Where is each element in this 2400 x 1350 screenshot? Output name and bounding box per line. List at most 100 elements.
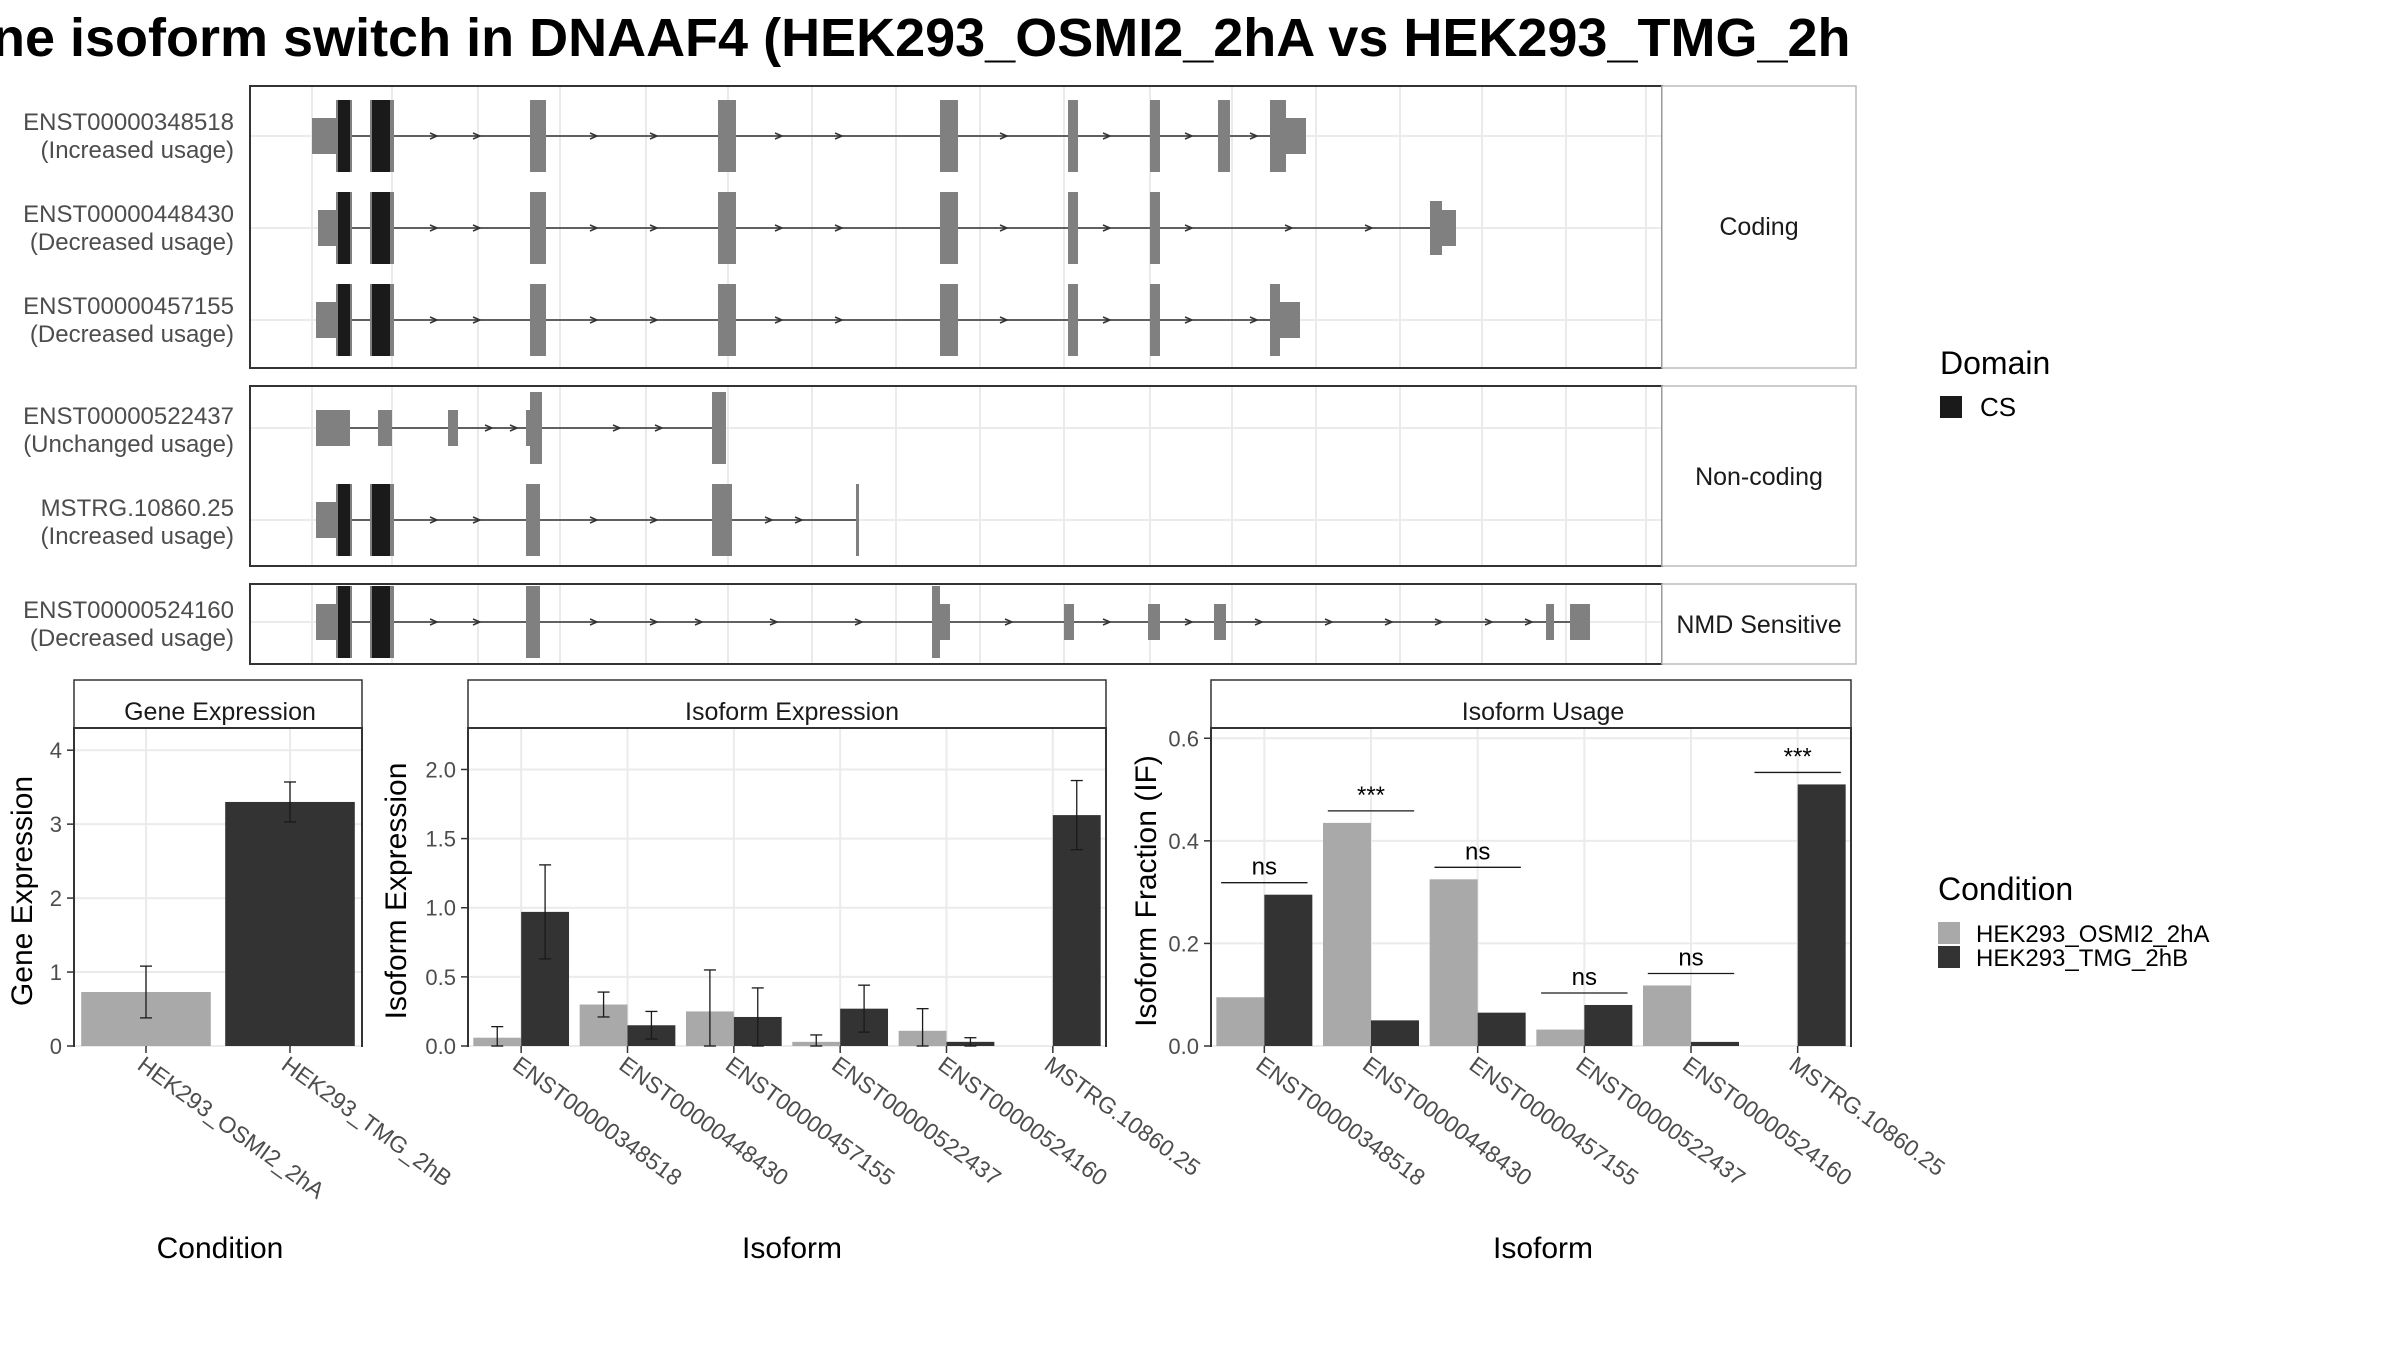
strand-arrow — [589, 316, 599, 324]
domain-block — [372, 586, 390, 658]
condition-legend-label: HEK293_OSMI2_2hA — [1976, 921, 2209, 948]
isoform-expression-chart: Isoform Expression Isoform Expression Is… — [380, 679, 1205, 1265]
strand-arrow — [774, 224, 784, 232]
transcript-usage-label: (Decreased usage) — [30, 229, 234, 256]
exon-block — [1150, 100, 1160, 172]
domain-legend-label: CS — [1980, 392, 2016, 422]
exon-block — [1068, 100, 1078, 172]
exon-block — [1280, 302, 1300, 338]
strand-arrow — [794, 516, 804, 524]
transcript-usage-label: (Increased usage) — [41, 523, 234, 550]
exon-block — [530, 392, 542, 464]
strand-arrow — [854, 618, 864, 626]
y-tick-label: 2.0 — [425, 757, 456, 782]
exon-block — [1570, 604, 1590, 640]
figure-title: ne isoform switch in DNAAF4 (HEK293_OSMI… — [0, 8, 1851, 68]
transcript-labels: ENST00000348518 (Increased usage) ENST00… — [23, 109, 234, 652]
nmd-strip — [1661, 583, 1857, 665]
y-tick-label: 2 — [50, 886, 62, 911]
condition-legend-label: HEK293_TMG_2hB — [1976, 945, 2188, 972]
strand-arrow — [1102, 316, 1112, 324]
exon-block — [530, 284, 546, 356]
strand-arrow — [999, 316, 1009, 324]
transcript-usage-label: (Decreased usage) — [30, 321, 234, 348]
exon-block — [718, 192, 736, 264]
exon-block — [718, 100, 736, 172]
domain-block — [338, 192, 350, 264]
y-tick-label: 0.0 — [425, 1034, 456, 1059]
exon-block — [1214, 604, 1226, 640]
strand-arrow — [649, 224, 659, 232]
strand-arrow — [1434, 618, 1444, 626]
strand-arrow — [1184, 316, 1194, 324]
strand-arrow — [1184, 618, 1194, 626]
strand-arrow — [472, 224, 482, 232]
nmd-strip-label: NMD Sensitive — [1676, 611, 1841, 639]
bar — [1371, 1020, 1419, 1046]
domain-block — [338, 586, 350, 658]
significance-label: ns — [1465, 838, 1490, 865]
exon-block — [940, 100, 958, 172]
exon-block — [938, 604, 950, 640]
y-tick-label: 0 — [50, 1034, 62, 1059]
exon-block — [526, 410, 532, 446]
strand-arrow — [429, 224, 439, 232]
bar — [1323, 822, 1371, 1046]
noncoding-strip — [1661, 385, 1857, 567]
transcript-usage-label: (Unchanged usage) — [23, 431, 234, 458]
strand-arrow — [1102, 132, 1112, 140]
chart-y-axis-label: Isoform Fraction (IF) — [1130, 755, 1163, 1027]
bar — [1536, 1029, 1585, 1046]
chart-strip-title: Gene Expression — [124, 698, 316, 726]
strand-arrow — [654, 424, 664, 432]
domain-block — [338, 284, 350, 356]
exon-block — [940, 192, 958, 264]
strand-arrow — [1524, 618, 1534, 626]
strand-arrow — [834, 132, 844, 140]
strand-arrow — [589, 516, 599, 524]
domain-block — [372, 100, 390, 172]
strand-arrow — [774, 316, 784, 324]
chart-y-axis-label: Gene Expression — [6, 776, 39, 1006]
bar — [1691, 1041, 1739, 1046]
strand-arrow — [764, 516, 774, 524]
y-tick-label: 1.5 — [425, 827, 456, 852]
strand-arrow — [472, 316, 482, 324]
exon-block — [1286, 118, 1306, 154]
chart-x-axis-label: Isoform — [1493, 1232, 1593, 1265]
exon-block — [530, 100, 546, 172]
strand-arrow — [999, 132, 1009, 140]
strand-arrow — [589, 618, 599, 626]
significance-label: ns — [1572, 964, 1597, 991]
strand-arrow — [1324, 618, 1334, 626]
strand-arrow — [472, 516, 482, 524]
strand-arrow — [1102, 618, 1112, 626]
strand-arrow — [1484, 618, 1494, 626]
strand-arrow — [612, 424, 622, 432]
chart-x-axis-label: Isoform — [742, 1232, 842, 1265]
domain-block — [372, 192, 390, 264]
domain-block — [338, 100, 350, 172]
strand-arrow — [774, 132, 784, 140]
domain-block — [372, 484, 390, 556]
domain-legend: Domain CS — [1940, 345, 2050, 422]
strand-arrow — [429, 132, 439, 140]
exon-block — [932, 586, 940, 658]
exon-block — [1068, 192, 1078, 264]
strand-arrow — [429, 316, 439, 324]
strand-arrow — [1384, 618, 1394, 626]
exon-block — [526, 484, 540, 556]
chart-x-axis-label: Condition — [157, 1232, 284, 1265]
exon-block — [940, 284, 958, 356]
strand-arrow — [429, 618, 439, 626]
chart-strip-title: Isoform Usage — [1462, 698, 1625, 726]
strand-arrow — [1364, 224, 1374, 232]
y-tick-label: 0.0 — [1168, 1034, 1199, 1059]
significance-label: ns — [1678, 944, 1703, 971]
strand-arrow — [1102, 224, 1112, 232]
exon-block — [1430, 201, 1442, 255]
exon-block — [1148, 604, 1160, 640]
transcript-models — [312, 100, 1590, 658]
exon-block — [316, 410, 350, 446]
strand-arrow — [834, 316, 844, 324]
